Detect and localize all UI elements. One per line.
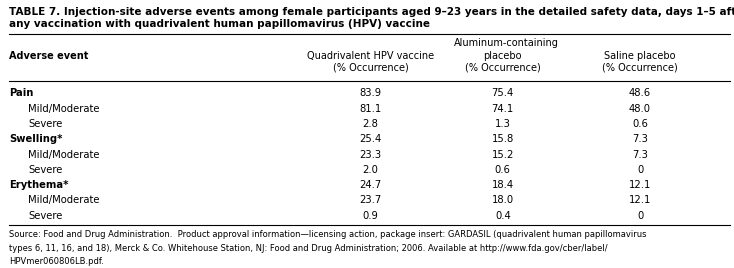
Text: Erythema*: Erythema*	[9, 180, 68, 190]
Text: Severe: Severe	[28, 211, 62, 221]
Text: 83.9: 83.9	[360, 88, 382, 98]
Text: 48.6: 48.6	[629, 88, 651, 98]
Text: 0.6: 0.6	[632, 119, 648, 129]
Text: 7.3: 7.3	[632, 150, 648, 159]
Text: TABLE 7. Injection-site adverse events among female participants aged 9–23 years: TABLE 7. Injection-site adverse events a…	[9, 7, 734, 17]
Text: 12.1: 12.1	[629, 180, 651, 190]
Text: Severe: Severe	[28, 119, 62, 129]
Text: Mild/Moderate: Mild/Moderate	[28, 195, 99, 205]
Text: 24.7: 24.7	[360, 180, 382, 190]
Text: 18.4: 18.4	[492, 180, 514, 190]
Text: 2.8: 2.8	[363, 119, 379, 129]
Text: 7.3: 7.3	[632, 134, 648, 144]
Text: Saline placebo
(% Occurrence): Saline placebo (% Occurrence)	[602, 51, 678, 73]
Text: 81.1: 81.1	[360, 104, 382, 114]
Text: 75.4: 75.4	[492, 88, 514, 98]
Text: placebo
(% Occurrence): placebo (% Occurrence)	[465, 51, 541, 73]
Text: Mild/Moderate: Mild/Moderate	[28, 150, 99, 159]
Text: 23.7: 23.7	[360, 195, 382, 205]
Text: 12.1: 12.1	[629, 195, 651, 205]
Text: 15.2: 15.2	[492, 150, 514, 159]
Text: Mild/Moderate: Mild/Moderate	[28, 104, 99, 114]
Text: types 6, 11, 16, and 18), Merck & Co. Whitehouse Station, NJ: Food and Drug Admi: types 6, 11, 16, and 18), Merck & Co. Wh…	[9, 244, 608, 253]
Text: 15.8: 15.8	[492, 134, 514, 144]
Text: Severe: Severe	[28, 165, 62, 175]
Text: 1.3: 1.3	[495, 119, 511, 129]
Text: 0: 0	[637, 165, 643, 175]
Text: Swelling*: Swelling*	[9, 134, 62, 144]
Text: 23.3: 23.3	[360, 150, 382, 159]
Text: 0: 0	[637, 211, 643, 221]
Text: 18.0: 18.0	[492, 195, 514, 205]
Text: Pain: Pain	[9, 88, 33, 98]
Text: 2.0: 2.0	[363, 165, 379, 175]
Text: Adverse event: Adverse event	[9, 51, 88, 61]
Text: 0.9: 0.9	[363, 211, 379, 221]
Text: 0.4: 0.4	[495, 211, 511, 221]
Text: 0.6: 0.6	[495, 165, 511, 175]
Text: Aluminum-containing: Aluminum-containing	[454, 38, 559, 48]
Text: 25.4: 25.4	[360, 134, 382, 144]
Text: Source: Food and Drug Administration.  Product approval information—licensing ac: Source: Food and Drug Administration. Pr…	[9, 230, 647, 240]
Text: 74.1: 74.1	[492, 104, 514, 114]
Text: HPVmer060806LB.pdf.: HPVmer060806LB.pdf.	[9, 257, 103, 266]
Text: any vaccination with quadrivalent human papillomavirus (HPV) vaccine: any vaccination with quadrivalent human …	[9, 19, 430, 29]
Text: Quadrivalent HPV vaccine
(% Occurrence): Quadrivalent HPV vaccine (% Occurrence)	[307, 51, 435, 73]
Text: 48.0: 48.0	[629, 104, 651, 114]
